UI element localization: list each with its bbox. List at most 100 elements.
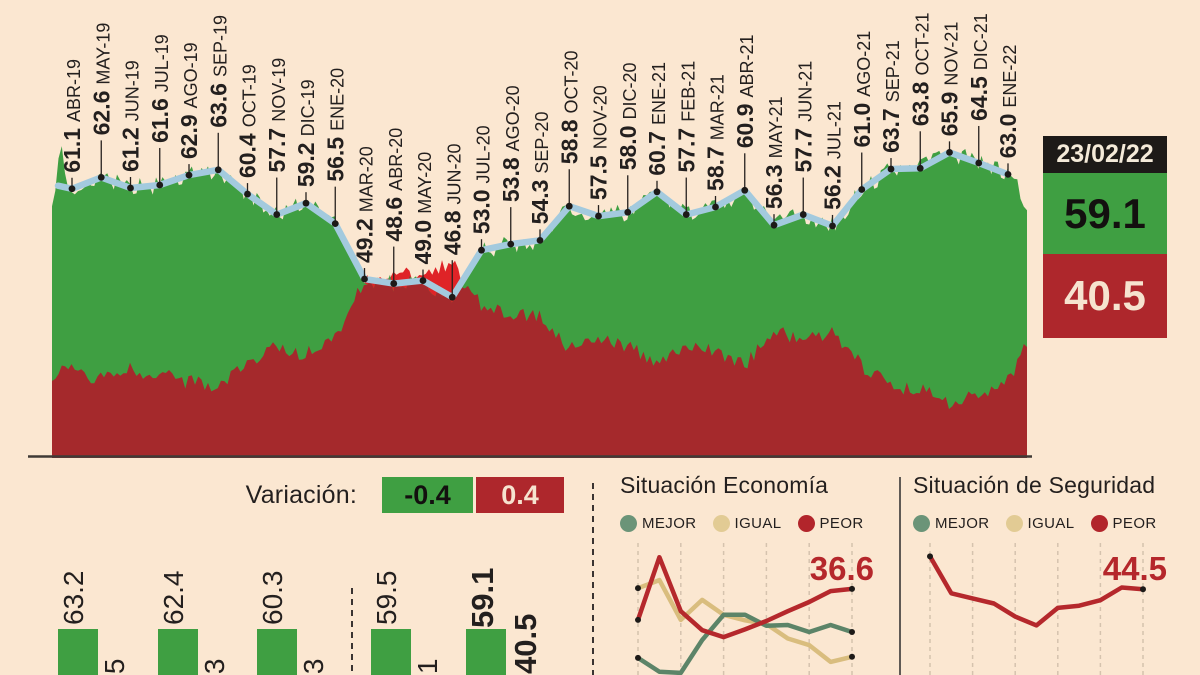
period-bar [466,629,506,675]
trend-point-label: 53.8AGO-20 [498,85,524,202]
trend-dot [331,220,339,228]
seguridad-line-peor [927,554,1146,628]
trend-point-label: 57.7FEB-21 [673,61,699,173]
trend-dot [127,184,134,192]
trend-point-label: 63.6SEP-19 [205,15,231,128]
trend-point-label: 63.0ENE-22 [995,45,1021,159]
economia-endpoint-dot [849,628,855,635]
economia-endpoint-dot [635,616,641,623]
variacion-red-box: 0.4 [476,477,564,513]
economia-endpoint-dot [635,654,641,661]
bar-approve-label: 63.2 [58,571,89,626]
trend-point-label: 49.0MAY-20 [410,152,436,265]
trend-point-label: 60.4OCT-19 [235,64,261,178]
trend-dot [916,164,924,172]
economia-legend: MEJOR IGUAL PEOR [620,515,864,532]
seguridad-endpoint-dot [1140,586,1146,593]
trend-point-label: 62.6MAY-19 [88,23,114,136]
bar-disapprove-label: 40.5 [508,614,543,674]
seguridad-legend-item-igual: IGUAL [1005,515,1075,532]
trend-line [54,149,1012,301]
trend-dot [478,246,485,254]
trend-point-label: 61.2JUN-19 [118,60,144,172]
trend-point-label: 61.1ABR-19 [59,59,85,173]
igual-legend-swatch [1005,515,1023,532]
trend-point-label: 56.2JUL-21 [820,101,846,210]
date-box-approve: 59.1 [1043,173,1167,254]
trend-dot [946,148,953,156]
economia-line-peor [635,554,855,640]
trend-dot [97,173,105,181]
trend-dot [1004,170,1012,178]
date-box-disapprove: 40.5 [1043,254,1167,338]
trend-dot [244,190,251,198]
trend-point-label: 65.9NOV-21 [937,22,963,137]
period-bar [257,629,297,675]
mejor-legend-label: MEJOR [642,515,697,532]
economia-line-mejor [635,612,855,675]
trend-dot [302,199,310,207]
mejor-legend-swatch [913,515,930,532]
trend-dot [741,186,749,194]
economia-title: Situación Economía [620,472,829,498]
trend-dot [214,166,222,174]
trend-dot [770,221,778,229]
trend-dot [390,280,398,287]
trend-point-label: 53.0JUL-20 [469,125,495,234]
trend-dot [68,185,76,193]
variacion-green-box: -0.4 [382,477,473,513]
trend-point-label: 48.6ABR-20 [381,128,407,242]
trend-point-label: 56.3MAY-21 [761,96,787,209]
bar-approve-label: 59.1 [465,568,500,628]
date-box-date: 23/02/22 [1043,136,1167,173]
economia-endpoint-dot [849,585,855,592]
trend-point-label: 54.3SEP-20 [527,112,553,225]
trend-point-label: 63.8OCT-21 [907,12,933,126]
bar-disapprove-label: 39.3 [298,659,329,675]
trend-dot [185,171,193,179]
trend-dot [682,211,690,218]
trend-dot [507,240,515,248]
trend-dot [653,188,661,196]
mejor-legend-swatch [620,515,637,532]
igual-legend-label: IGUAL [734,515,782,532]
trend-point-label: 58.7MAR-21 [703,74,729,191]
trend-point-label: 57.5NOV-20 [586,85,612,200]
trend-point-label: 61.0AGO-21 [849,31,875,148]
trend-dot [273,211,281,218]
trend-point-label: 58.0DIC-20 [615,62,641,170]
bar-approve-label: 62.4 [158,571,189,626]
variacion-label: Variación: [245,481,357,509]
trend-point-label: 64.5DIC-21 [966,13,992,121]
period-bar [158,629,198,675]
seguridad-title: Situación de Seguridad [913,472,1156,498]
trend-point-label: 57.7NOV-19 [264,58,290,173]
trend-point-label: 63.7SEP-21 [878,40,904,153]
trend-point-label: 60.9ABR-21 [732,34,758,148]
bar-disapprove-label: 40.1 [412,659,443,675]
trend-dot [624,208,632,216]
economia-line-igual [635,577,855,665]
igual-legend-label: IGUAL [1027,515,1075,532]
mejor-legend-label: MEJOR [935,515,990,532]
trend-dot [712,203,719,211]
trend-dot [448,293,456,301]
trend-point-label: 49.2MAR-20 [352,146,378,263]
period-bar [371,629,411,675]
economia-end-value: 36.6 [809,550,874,587]
trend-point-label: 46.8JUN-20 [439,143,465,255]
date-box: 23/02/22 59.1 40.5 [1043,136,1167,338]
trend-point-label: 60.7ENE-21 [644,62,670,176]
trend-point-label: 58.8OCT-20 [556,50,582,164]
peor-legend-label: PEOR [1112,515,1157,532]
disapproval-area-overlap [52,276,1027,458]
peor-legend-label: PEOR [819,515,864,532]
bar-approve-label: 59.5 [371,571,402,626]
economia-legend-item-peor: PEOR [797,515,864,532]
trend-dot [361,275,368,283]
economia-legend-item-igual: IGUAL [712,515,782,532]
seguridad-legend: MEJOR IGUAL PEOR [913,515,1157,532]
trend-dot [419,277,427,284]
